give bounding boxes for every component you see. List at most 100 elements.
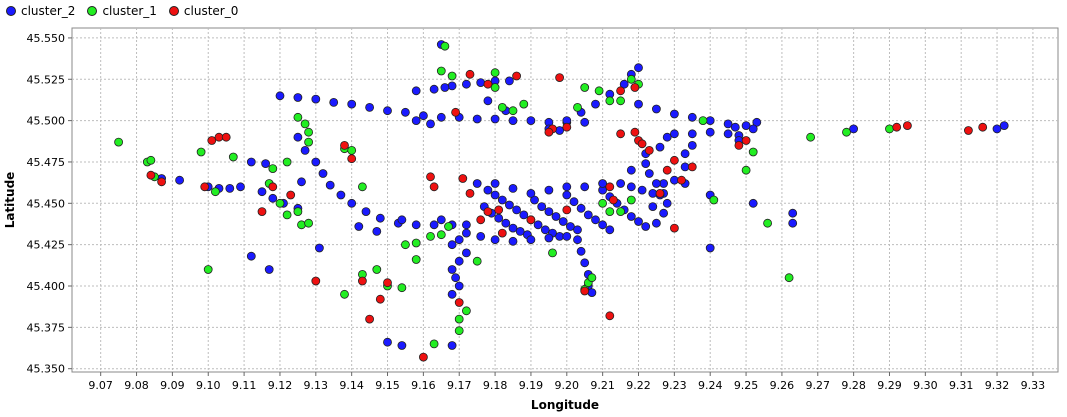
data-point-cluster-0[interactable]	[677, 175, 686, 185]
data-point-cluster-0[interactable]	[257, 207, 267, 217]
data-point-cluster-0[interactable]	[555, 73, 564, 82]
data-point-cluster-1[interactable]	[146, 155, 156, 165]
data-point-cluster-2[interactable]	[447, 240, 457, 250]
data-point-cluster-2[interactable]	[300, 145, 310, 155]
data-point-cluster-0[interactable]	[340, 140, 349, 150]
data-point-cluster-1[interactable]	[461, 306, 471, 316]
data-point-cluster-2[interactable]	[598, 179, 607, 188]
data-point-cluster-1[interactable]	[436, 230, 446, 240]
data-point-cluster-2[interactable]	[447, 81, 457, 91]
data-point-cluster-0[interactable]	[562, 205, 572, 215]
data-point-cluster-1[interactable]	[444, 222, 453, 231]
data-point-cluster-1[interactable]	[454, 326, 464, 336]
data-point-cluster-0[interactable]	[465, 69, 475, 79]
data-point-cluster-0[interactable]	[616, 129, 625, 139]
data-point-cluster-2[interactable]	[451, 273, 461, 283]
data-point-cluster-1[interactable]	[275, 198, 285, 208]
data-point-cluster-2[interactable]	[562, 190, 572, 200]
data-point-cluster-0[interactable]	[268, 182, 278, 192]
data-point-cluster-0[interactable]	[365, 314, 375, 324]
data-point-cluster-2[interactable]	[580, 117, 590, 127]
data-point-cluster-2[interactable]	[741, 121, 751, 130]
data-point-cluster-2[interactable]	[788, 208, 798, 218]
data-point-cluster-0[interactable]	[644, 145, 654, 155]
data-point-cluster-2[interactable]	[293, 93, 303, 102]
data-point-cluster-1[interactable]	[114, 137, 123, 147]
data-point-cluster-1[interactable]	[357, 182, 367, 192]
data-point-cluster-0[interactable]	[465, 188, 475, 198]
data-point-cluster-0[interactable]	[609, 195, 618, 205]
data-point-cluster-2[interactable]	[562, 182, 572, 192]
data-point-cluster-2[interactable]	[648, 202, 658, 212]
data-point-cluster-1[interactable]	[228, 152, 238, 162]
data-point-cluster-1[interactable]	[548, 248, 557, 258]
data-point-cluster-2[interactable]	[275, 91, 285, 101]
data-point-cluster-2[interactable]	[626, 165, 636, 175]
data-point-cluster-1[interactable]	[490, 68, 500, 78]
data-point-cluster-1[interactable]	[472, 256, 482, 266]
data-point-cluster-2[interactable]	[641, 222, 651, 231]
data-point-cluster-2[interactable]	[354, 222, 364, 231]
data-point-cluster-2[interactable]	[504, 76, 514, 86]
data-point-cluster-2[interactable]	[705, 116, 715, 125]
data-point-cluster-2[interactable]	[236, 182, 245, 192]
data-point-cluster-1[interactable]	[741, 165, 751, 175]
data-point-cluster-2[interactable]	[490, 190, 500, 200]
data-point-cluster-2[interactable]	[447, 289, 457, 299]
data-point-cluster-0[interactable]	[605, 182, 615, 192]
data-point-cluster-0[interactable]	[483, 207, 493, 217]
data-point-cluster-2[interactable]	[383, 106, 392, 116]
data-point-cluster-1[interactable]	[784, 273, 794, 283]
data-point-cluster-2[interactable]	[641, 159, 651, 169]
data-point-cluster-0[interactable]	[426, 172, 435, 182]
data-point-cluster-1[interactable]	[397, 283, 407, 293]
data-point-cluster-1[interactable]	[594, 86, 604, 96]
data-point-cluster-0[interactable]	[662, 165, 672, 175]
data-point-cluster-2[interactable]	[723, 129, 733, 139]
data-point-cluster-2[interactable]	[551, 212, 561, 221]
data-point-cluster-2[interactable]	[576, 246, 586, 256]
data-point-cluster-1[interactable]	[304, 218, 314, 228]
data-point-cluster-2[interactable]	[494, 213, 504, 223]
data-point-cluster-0[interactable]	[630, 127, 640, 137]
data-point-cluster-0[interactable]	[375, 294, 385, 304]
data-point-cluster-0[interactable]	[964, 126, 973, 135]
data-point-cluster-2[interactable]	[483, 96, 493, 106]
data-point-cluster-0[interactable]	[741, 136, 751, 145]
data-point-cluster-2[interactable]	[526, 188, 536, 198]
data-point-cluster-2[interactable]	[418, 111, 428, 121]
data-point-cluster-2[interactable]	[670, 129, 679, 139]
data-point-cluster-2[interactable]	[454, 281, 464, 291]
data-point-cluster-1[interactable]	[304, 137, 314, 147]
data-point-cluster-0[interactable]	[458, 174, 468, 183]
data-point-cluster-2[interactable]	[365, 103, 375, 112]
data-point-cluster-2[interactable]	[748, 124, 758, 134]
data-point-cluster-2[interactable]	[723, 119, 733, 129]
data-point-cluster-2[interactable]	[400, 107, 410, 117]
data-point-cluster-2[interactable]	[652, 218, 661, 228]
data-point-cluster-1[interactable]	[748, 147, 758, 157]
data-point-cluster-2[interactable]	[605, 225, 615, 235]
data-point-cluster-1[interactable]	[605, 207, 615, 217]
data-point-cluster-0[interactable]	[512, 71, 521, 81]
data-point-cluster-0[interactable]	[670, 223, 679, 233]
data-point-cluster-2[interactable]	[849, 124, 858, 134]
data-point-cluster-2[interactable]	[512, 205, 521, 215]
data-point-cluster-2[interactable]	[429, 220, 439, 230]
data-point-cluster-2[interactable]	[515, 226, 525, 236]
data-point-cluster-2[interactable]	[680, 162, 690, 172]
data-point-cluster-1[interactable]	[429, 339, 439, 349]
data-point-cluster-2[interactable]	[461, 248, 471, 258]
data-point-cluster-2[interactable]	[626, 182, 636, 192]
data-point-cluster-2[interactable]	[454, 256, 464, 266]
data-point-cluster-2[interactable]	[490, 179, 500, 188]
data-point-cluster-2[interactable]	[490, 235, 500, 245]
data-point-cluster-2[interactable]	[175, 175, 185, 185]
data-point-cluster-2[interactable]	[576, 203, 586, 213]
data-point-cluster-2[interactable]	[619, 79, 629, 89]
data-point-cluster-0[interactable]	[146, 170, 156, 180]
data-point-cluster-2[interactable]	[297, 177, 306, 187]
data-point-cluster-1[interactable]	[598, 198, 607, 208]
data-point-cluster-2[interactable]	[659, 208, 668, 218]
data-point-cluster-2[interactable]	[533, 220, 543, 230]
